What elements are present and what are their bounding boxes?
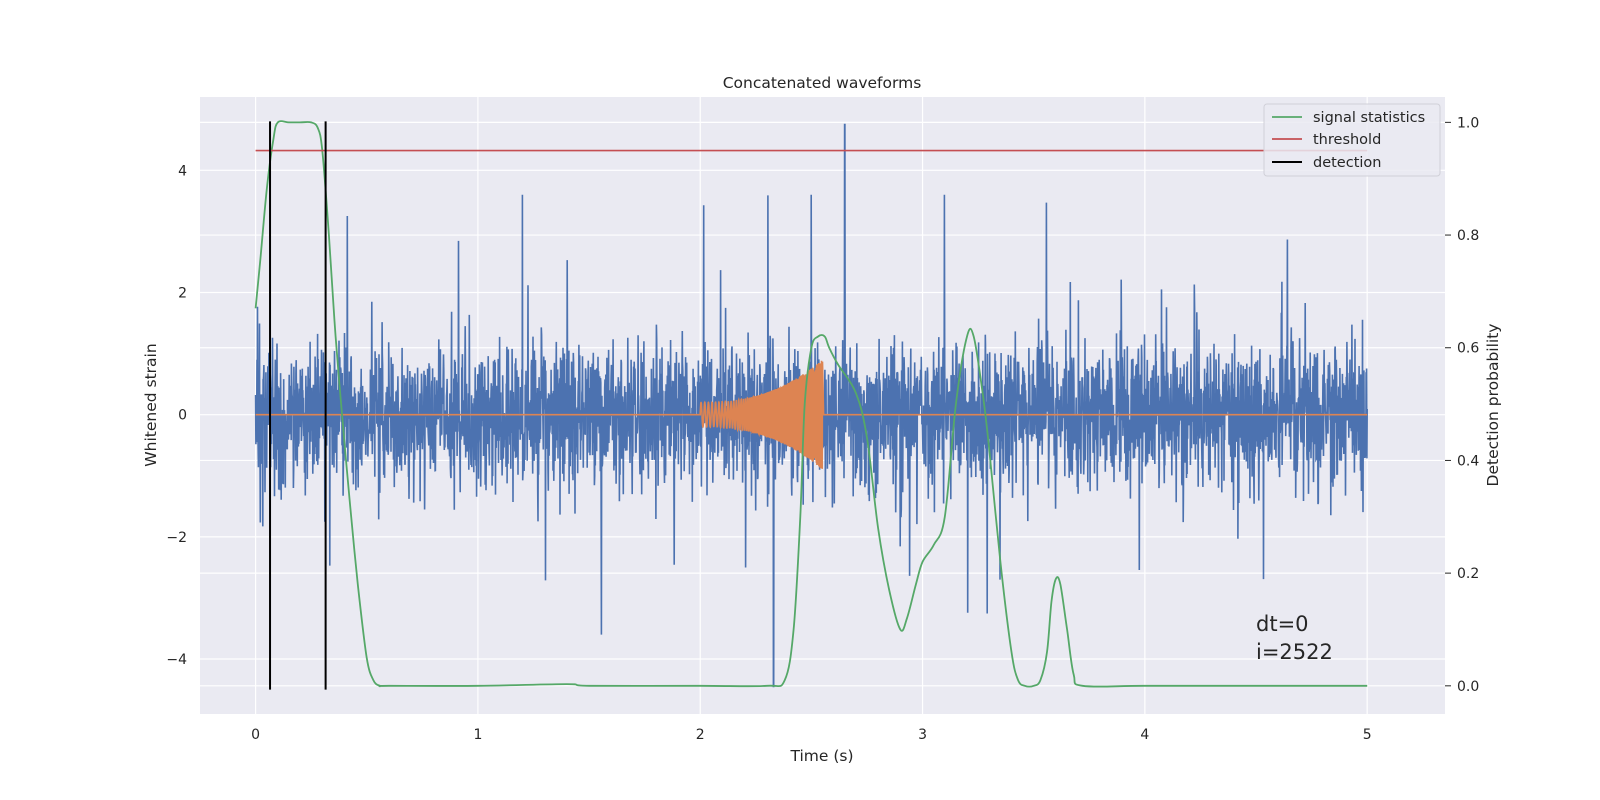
left-y-tick-label: −4 xyxy=(166,652,187,668)
strain-series-line xyxy=(254,123,1368,688)
right-y-tick-label: 0.8 xyxy=(1457,228,1479,244)
right-y-tick-label: 0.0 xyxy=(1457,679,1479,695)
right-y-tick-label: 0.4 xyxy=(1457,453,1479,469)
right-y-tick-label: 0.6 xyxy=(1457,341,1479,357)
annotation-dt: dt=0 xyxy=(1256,612,1309,636)
signal-statistics-line xyxy=(254,120,1368,688)
right-y-axis-ticks: 0.0 0.2 0.4 0.6 0.8 1.0 xyxy=(1445,115,1479,695)
left-y-tick-label: 2 xyxy=(178,285,187,301)
legend-label-detection: detection xyxy=(1313,155,1381,171)
legend-label-threshold: threshold xyxy=(1313,132,1381,148)
right-y-axis-label: Detection probability xyxy=(1484,324,1502,487)
legend-label-signal-statistics: signal statistics xyxy=(1313,110,1425,126)
left-y-axis-label: Whitened strain xyxy=(142,343,160,466)
chart-title: Concatenated waveforms xyxy=(723,74,922,92)
x-axis-ticks: 0 1 2 3 4 5 xyxy=(251,727,1372,743)
right-y-tick-label: 0.2 xyxy=(1457,566,1479,582)
injection-series-line xyxy=(255,360,1368,469)
annotation-index: i=2522 xyxy=(1256,640,1333,664)
x-tick-label: 2 xyxy=(696,727,705,743)
x-tick-label: 0 xyxy=(251,727,260,743)
x-tick-label: 5 xyxy=(1363,727,1372,743)
left-y-tick-label: 0 xyxy=(178,408,187,424)
left-y-tick-label: −2 xyxy=(166,530,187,546)
left-y-axis-ticks: −4 −2 0 2 4 xyxy=(166,163,187,668)
right-y-tick-label: 1.0 xyxy=(1457,115,1479,131)
x-tick-label: 3 xyxy=(918,727,927,743)
x-tick-label: 1 xyxy=(473,727,482,743)
left-y-tick-label: 4 xyxy=(178,163,187,179)
legend-box xyxy=(1263,103,1441,177)
legend: signal statistics threshold detection xyxy=(1263,103,1441,177)
x-tick-label: 4 xyxy=(1140,727,1149,743)
x-axis-label: Time (s) xyxy=(789,747,853,765)
